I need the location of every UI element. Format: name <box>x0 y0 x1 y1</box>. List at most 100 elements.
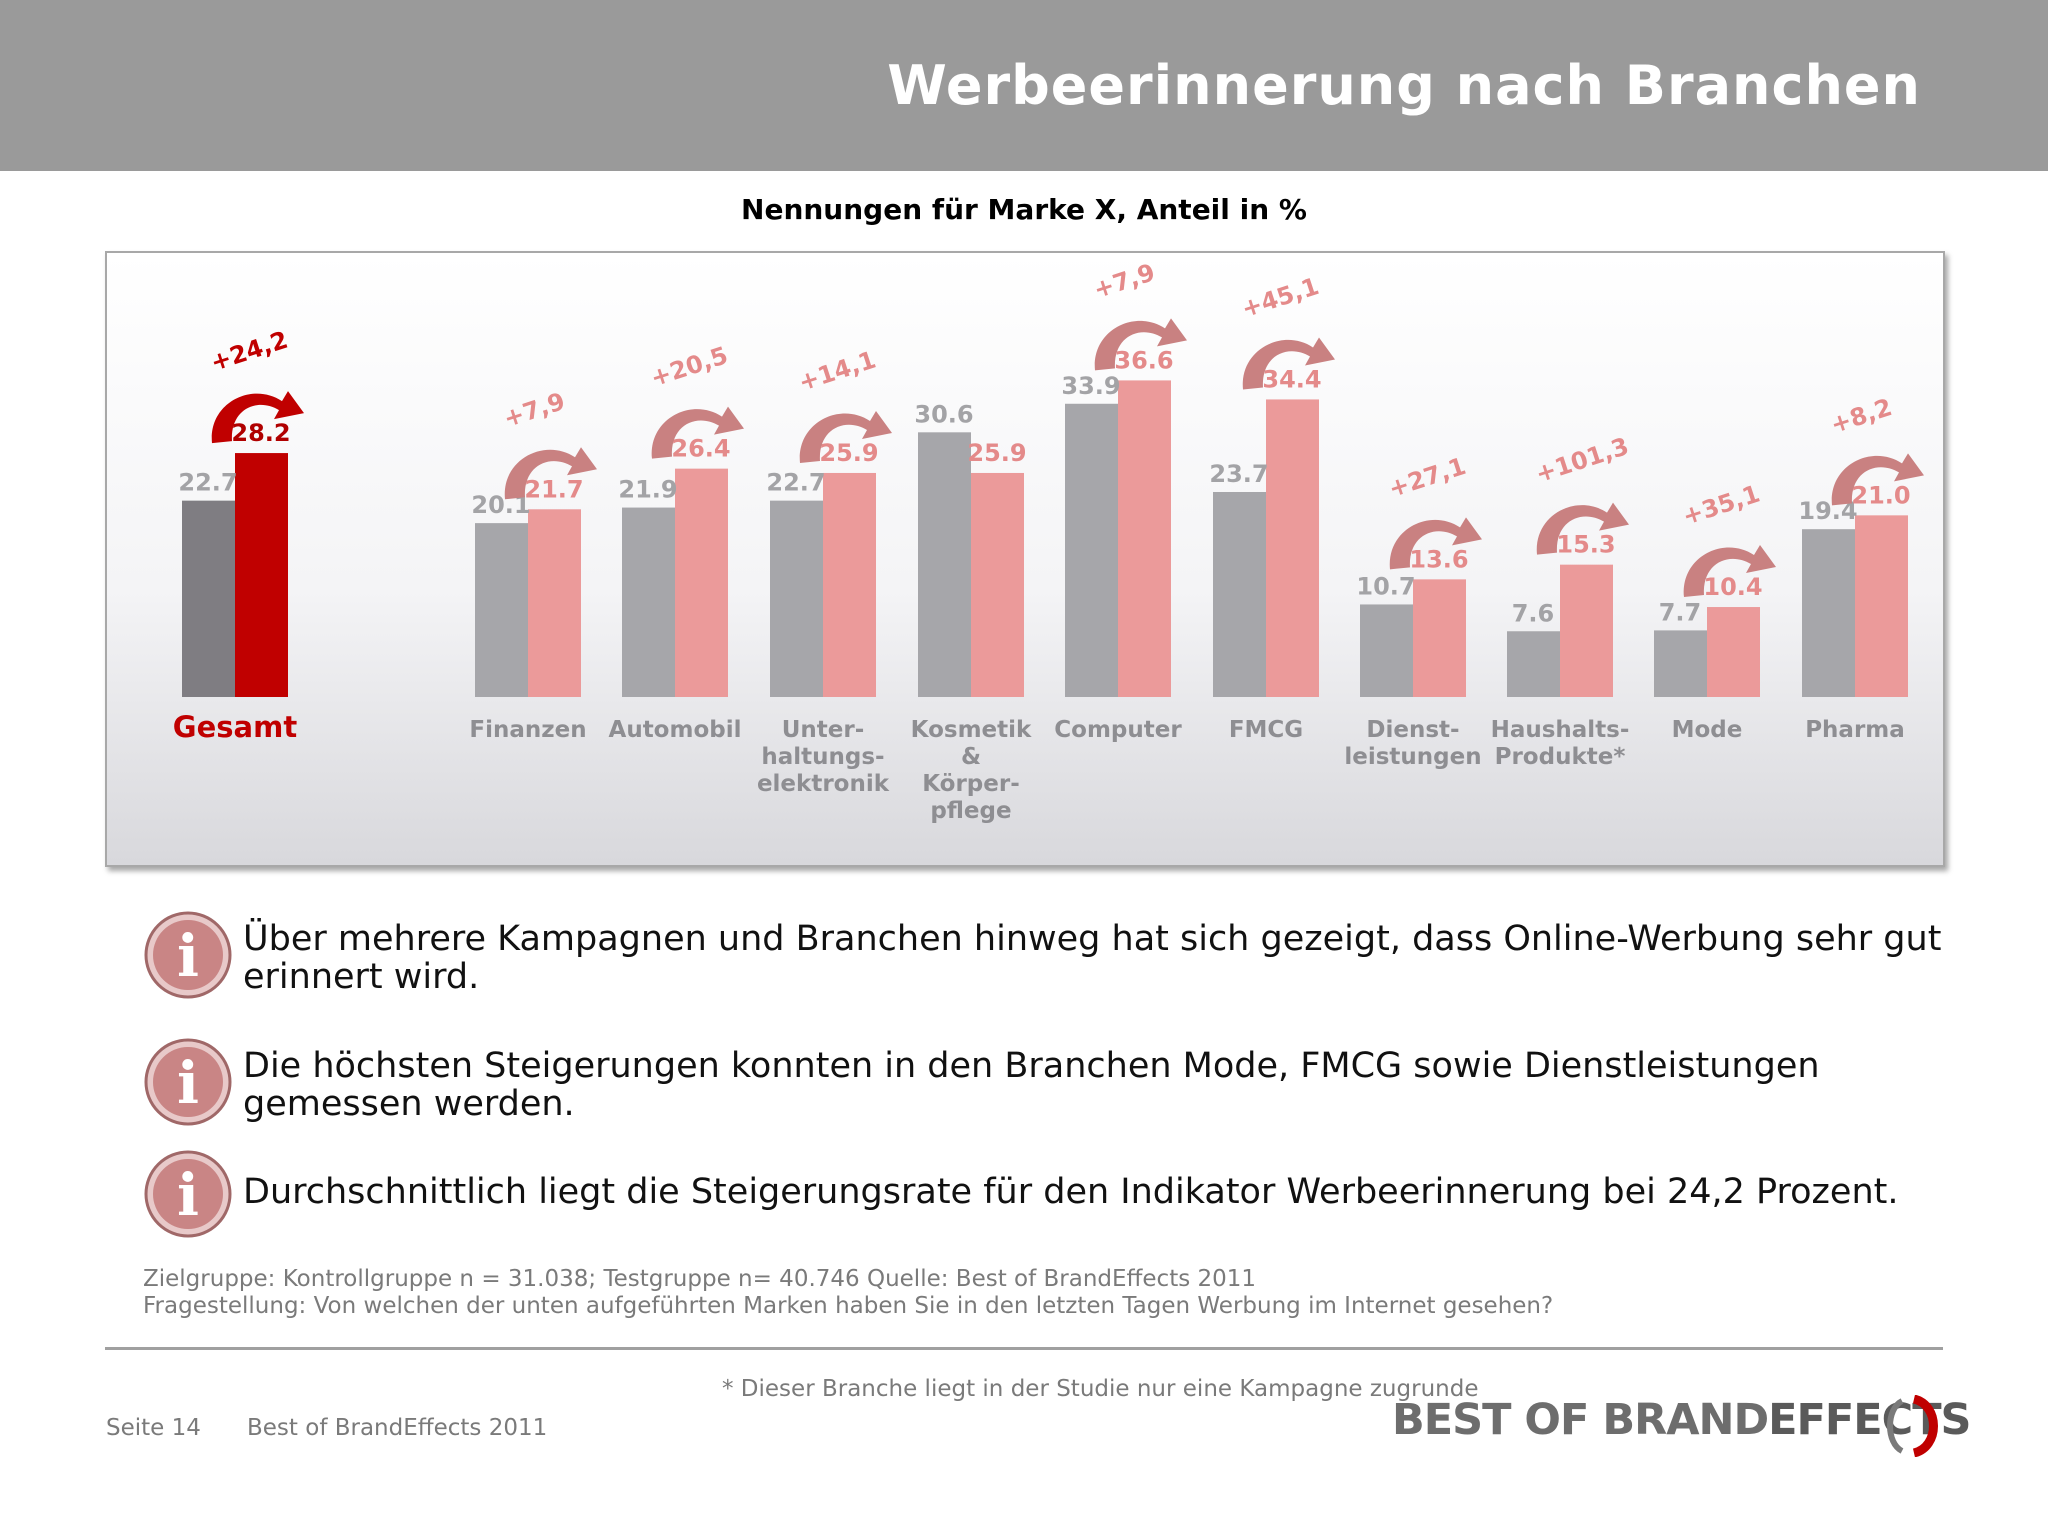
value-label-test: 28.2 <box>231 419 290 447</box>
page-title: Werbeerinnerung nach Branchen <box>887 54 1921 117</box>
bar-test <box>528 509 581 697</box>
page-number: Seite 14 <box>106 1415 201 1441</box>
value-label-test: 26.4 <box>671 435 730 463</box>
logo-mark-icon <box>1887 1395 1938 1457</box>
svg-text:i: i <box>177 1161 199 1229</box>
info-icon: i <box>144 1038 232 1126</box>
category-label: Körper- <box>922 771 1020 797</box>
value-label-control: 33.9 <box>1061 372 1120 400</box>
bar-control <box>1507 631 1560 697</box>
value-label-control: 22.7 <box>178 469 237 497</box>
change-arrow-icon <box>211 391 304 444</box>
source-note: Zielgruppe: Kontrollgruppe n = 31.038; T… <box>143 1266 1553 1320</box>
bar-test <box>823 472 876 697</box>
change-label: +8,2 <box>1827 393 1895 439</box>
change-label: +14,1 <box>795 346 879 397</box>
info-item-2: i Die höchsten Steigerungen konnten in d… <box>143 1037 1963 1147</box>
svg-text:i: i <box>177 922 199 990</box>
change-label: +20,5 <box>647 341 731 392</box>
value-label-test: 13.6 <box>1409 545 1468 573</box>
change-label: +7,9 <box>1090 258 1158 304</box>
value-label-control: 7.6 <box>1512 599 1555 627</box>
bar-control <box>182 500 235 697</box>
value-label-control: 7.7 <box>1659 598 1702 626</box>
value-label-test: 34.4 <box>1262 365 1321 393</box>
logo-text-part1: BEST OF BRAND <box>1392 1395 1769 1445</box>
change-arrow-icon <box>504 447 597 500</box>
value-label-test: 21.7 <box>524 475 583 503</box>
bar-test <box>1118 380 1171 697</box>
value-label-control: 30.6 <box>914 400 973 428</box>
logo-text-part2: EFFECTS <box>1768 1395 1971 1445</box>
info-icon: i <box>144 911 232 999</box>
change-arrow-icon <box>799 410 892 463</box>
change-label: +24,2 <box>207 326 291 377</box>
bar-test <box>1413 579 1466 697</box>
category-label: Produkte* <box>1495 744 1626 770</box>
category-label: Kosmetik <box>911 717 1032 743</box>
chart-subtitle: Nennungen für Marke X, Anteil in % <box>741 193 1307 226</box>
bar-control <box>1654 630 1707 697</box>
change-label: +35,1 <box>1679 480 1763 531</box>
category-label: Mode <box>1672 717 1743 743</box>
value-label-test: 21.0 <box>1851 481 1910 509</box>
bar-test <box>1266 399 1319 697</box>
category-label: Automobil <box>609 717 742 743</box>
brand-logo: BEST OF BRANDEFFECTS <box>1392 1395 1972 1445</box>
change-arrow-icon <box>651 406 744 459</box>
footer-divider <box>105 1347 1943 1350</box>
category-label: Computer <box>1054 717 1182 743</box>
svg-text:i: i <box>177 1049 199 1117</box>
bar-test <box>1560 564 1613 697</box>
change-arrow-icon <box>1389 517 1482 570</box>
value-label-test: 25.9 <box>967 439 1026 467</box>
info-text: Die höchsten Steigerungen konnten in den… <box>243 1046 1820 1124</box>
change-label: +45,1 <box>1238 272 1322 323</box>
info-text: Über mehrere Kampagnen und Branchen hinw… <box>243 919 1942 997</box>
change-label: +27,1 <box>1385 452 1469 503</box>
category-label: haltungs- <box>761 744 884 770</box>
change-arrow-icon <box>1683 545 1776 598</box>
chart-panel: 22.7 28.2 +24,2 Gesamt 20.1 21.7 +7,9 Finanzen 2… <box>105 251 1945 867</box>
bar-control <box>770 500 823 697</box>
footer-source: Best of BrandEffects 2011 <box>247 1415 548 1441</box>
category-label: elektronik <box>757 771 890 797</box>
change-arrow-icon <box>1094 318 1187 371</box>
bar-test <box>971 472 1024 697</box>
category-label: FMCG <box>1229 717 1303 743</box>
value-label-test: 36.6 <box>1114 346 1173 374</box>
category-label: Gesamt <box>173 710 298 744</box>
bar-control <box>475 523 528 697</box>
category-label: Pharma <box>1805 717 1905 743</box>
category-label: & <box>961 744 981 770</box>
change-arrow-icon <box>1536 502 1629 555</box>
value-label-control: 10.7 <box>1356 572 1415 600</box>
value-label-control: 23.7 <box>1209 460 1268 488</box>
bar-control <box>1213 491 1266 697</box>
change-label: +101,3 <box>1532 432 1632 488</box>
value-label-test: 25.9 <box>819 439 878 467</box>
info-icon: i <box>144 1150 232 1238</box>
info-text: Durchschnittlich liegt die Steigerungsra… <box>243 1172 1899 1212</box>
bar-control <box>622 507 675 697</box>
value-label-test: 15.3 <box>1556 531 1615 559</box>
category-label: leistungen <box>1344 744 1481 770</box>
info-item-3: i Durchschnittlich liegt die Steigerungs… <box>143 1149 1963 1259</box>
change-arrow-icon <box>1242 337 1335 390</box>
value-label-test: 10.4 <box>1703 573 1762 601</box>
bar-control <box>1802 529 1855 697</box>
value-label-control: 21.9 <box>618 476 677 504</box>
category-label: Haushalts- <box>1491 717 1630 743</box>
bar-chart: 22.728.2+24,2Gesamt20.121.7+7,9Finanzen2… <box>173 258 1924 824</box>
bar-control <box>918 432 971 697</box>
bar-control <box>1360 604 1413 697</box>
bar-control <box>1065 403 1118 697</box>
change-label: +7,9 <box>500 387 568 433</box>
value-label-control: 22.7 <box>766 469 825 497</box>
footnote: * Dieser Branche liegt in der Studie nur… <box>722 1376 1479 1402</box>
bar-test <box>1855 515 1908 697</box>
change-arrow-icon <box>1831 453 1924 506</box>
bar-test <box>235 453 288 697</box>
header-bar: Werbeerinnerung nach Branchen <box>0 0 2048 171</box>
info-item-1: i Über mehrere Kampagnen und Branchen hi… <box>143 910 1963 1020</box>
